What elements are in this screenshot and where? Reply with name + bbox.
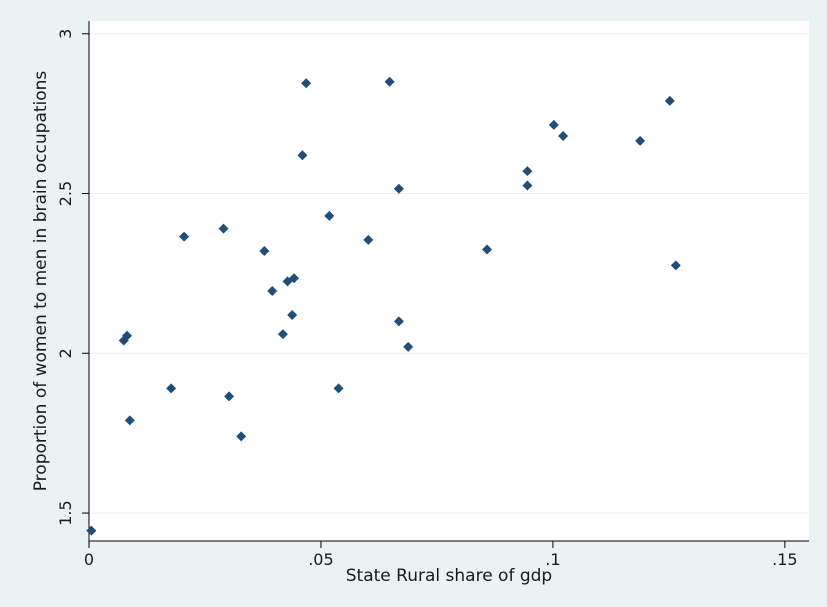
y-tick-label: 2.5	[56, 181, 75, 206]
data-point	[218, 223, 229, 234]
data-point	[324, 210, 335, 221]
data-point	[635, 135, 646, 146]
data-point	[179, 231, 190, 242]
y-axis-ticks: 1.5 2 2.5 3	[56, 29, 89, 526]
data-point	[124, 415, 135, 426]
data-point	[86, 525, 97, 536]
data-point	[277, 329, 288, 340]
data-point	[224, 391, 235, 402]
data-point	[670, 260, 681, 271]
x-axis-label: State Rural share of gdp	[346, 566, 552, 586]
data-point	[301, 78, 312, 89]
data-point	[482, 244, 493, 255]
data-point	[664, 95, 675, 106]
data-point	[393, 316, 404, 327]
x-tick-label: .1	[545, 550, 560, 569]
x-tick-label: .05	[308, 550, 333, 569]
data-point	[287, 309, 298, 320]
x-tick-label: .15	[772, 550, 797, 569]
data-point	[393, 183, 404, 194]
y-tick-label: 3	[56, 29, 75, 39]
plot-background	[89, 21, 809, 541]
data-point	[522, 180, 533, 191]
data-point	[122, 330, 133, 341]
data-point	[289, 273, 300, 284]
data-point	[558, 131, 569, 142]
data-point	[267, 285, 278, 296]
data-point	[333, 383, 344, 394]
data-points	[86, 76, 681, 536]
x-axis-ticks: 0 .05 .1 .15	[84, 541, 798, 569]
y-tick-label: 1.5	[56, 500, 75, 525]
y-tick-label: 2	[56, 348, 75, 358]
data-point	[403, 341, 414, 352]
y-axis-label: Proportion of women to men in brain occu…	[31, 71, 51, 492]
x-tick-label: 0	[84, 550, 94, 569]
data-point	[297, 150, 308, 161]
data-point	[166, 383, 177, 394]
data-point	[522, 166, 533, 177]
data-point	[384, 76, 395, 87]
data-point	[363, 234, 374, 245]
data-point	[236, 431, 247, 442]
grid-lines	[89, 33, 809, 514]
data-point	[259, 246, 270, 257]
data-point	[548, 119, 559, 130]
